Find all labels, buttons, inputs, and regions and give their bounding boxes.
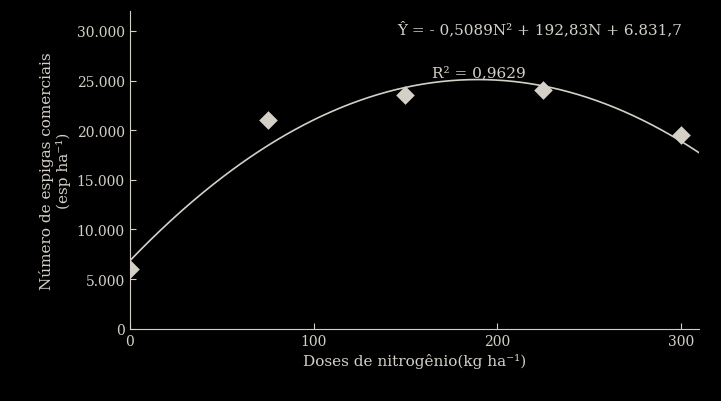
Point	[399, 93, 411, 99]
Point	[124, 266, 136, 273]
X-axis label: Doses de nitrogênio(kg ha⁻¹): Doses de nitrogênio(kg ha⁻¹)	[303, 353, 526, 368]
Y-axis label: Número de espigas comerciais
(esp ha⁻¹): Número de espigas comerciais (esp ha⁻¹)	[39, 52, 71, 289]
Text: Ŷ = - 0,5089N² + 192,83N + 6.831,7: Ŷ = - 0,5089N² + 192,83N + 6.831,7	[397, 22, 682, 37]
Text: R² = 0,9629: R² = 0,9629	[432, 66, 526, 80]
Point	[676, 133, 687, 139]
Point	[537, 88, 549, 95]
Point	[262, 118, 273, 124]
